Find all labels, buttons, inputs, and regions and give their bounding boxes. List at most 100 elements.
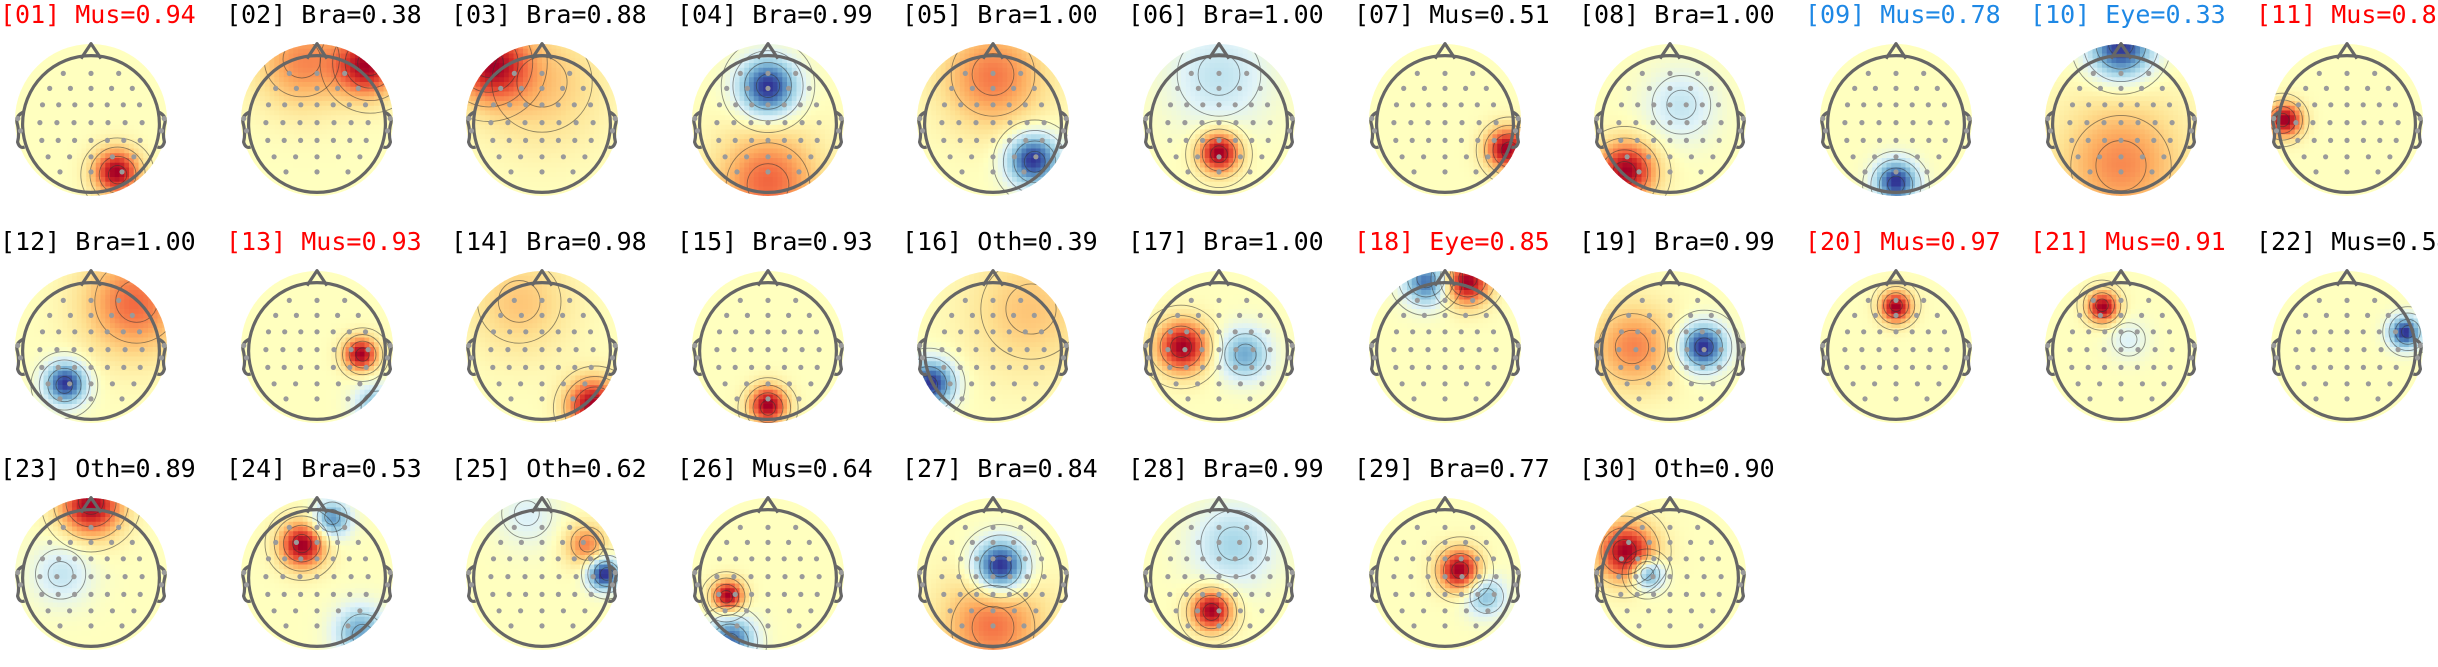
field-cell <box>730 124 736 131</box>
field-cell <box>321 124 328 131</box>
field-cell <box>1050 48 1056 55</box>
field-cell <box>715 48 722 55</box>
field-cell <box>508 148 515 154</box>
field-cell <box>143 48 149 55</box>
field-cell <box>1045 101 1051 107</box>
field-cell <box>470 181 477 188</box>
field-cell <box>825 167 831 173</box>
field-cell <box>810 148 817 154</box>
field-cell <box>162 96 167 102</box>
field-cell <box>264 162 271 169</box>
field-cell <box>556 134 562 140</box>
field-cell <box>62 191 68 196</box>
field-cell <box>580 115 586 121</box>
field-cell <box>532 172 538 178</box>
field-cell <box>378 110 385 116</box>
field-cell <box>1045 124 1051 131</box>
field-cell <box>369 58 375 64</box>
field-cell <box>777 177 783 183</box>
field-cell <box>105 91 111 97</box>
field-cell <box>570 110 576 116</box>
field-cell <box>62 148 68 154</box>
field-cell <box>255 53 261 59</box>
field-cell <box>340 53 347 59</box>
field-cell <box>969 63 975 69</box>
field-cell <box>603 181 610 188</box>
field-cell <box>978 67 985 74</box>
field-cell <box>100 48 106 55</box>
component-tile: [04] Bra=0.99 <box>677 0 902 210</box>
field-cell <box>340 172 347 178</box>
field-cell <box>321 101 328 107</box>
field-cell <box>53 96 59 102</box>
field-cell <box>255 191 261 196</box>
field-cell <box>34 67 40 74</box>
field-cell <box>105 82 111 88</box>
field-cell <box>839 186 844 192</box>
field-cell <box>241 67 247 74</box>
field-cell <box>466 186 472 192</box>
field-cell <box>302 67 309 74</box>
field-cell <box>388 53 393 59</box>
field-cell <box>772 120 779 126</box>
field-cell <box>245 167 252 173</box>
field-cell <box>820 120 826 126</box>
field-cell <box>508 86 515 93</box>
sensor-dot <box>539 169 545 175</box>
sensor-dot <box>88 102 94 108</box>
field-cell <box>110 158 116 164</box>
field-cell <box>95 148 102 154</box>
field-cell <box>926 115 932 121</box>
field-cell <box>374 120 380 126</box>
field-cell <box>350 58 356 64</box>
field-cell <box>100 139 106 145</box>
field-cell <box>331 110 337 116</box>
field-cell <box>105 86 111 93</box>
field-cell <box>1040 77 1046 83</box>
field-cell <box>556 44 562 50</box>
field-cell <box>1031 44 1037 50</box>
field-cell <box>1031 91 1037 97</box>
field-cell <box>739 124 745 131</box>
field-cell <box>993 124 999 131</box>
field-cell <box>274 186 280 192</box>
field-cell <box>561 101 567 107</box>
field-cell <box>950 124 956 131</box>
field-cell <box>1016 110 1023 116</box>
field-cell <box>340 139 347 145</box>
field-cell <box>763 148 769 154</box>
field-cell <box>983 115 989 121</box>
field-cell <box>48 53 54 59</box>
field-cell <box>326 101 332 107</box>
field-cell <box>494 181 500 188</box>
field-cell <box>580 44 586 50</box>
field-cell <box>326 124 332 131</box>
field-cell <box>369 63 375 69</box>
field-cell <box>599 148 605 154</box>
field-cell <box>119 96 125 102</box>
field-cell <box>1002 110 1008 116</box>
field-cell <box>777 101 783 107</box>
field-cell <box>110 162 116 169</box>
sensor-dot <box>116 70 122 76</box>
field-cell <box>72 153 78 159</box>
field-cell <box>312 67 318 74</box>
field-cell <box>383 44 389 50</box>
field-cell <box>293 58 299 64</box>
field-cell <box>29 96 35 102</box>
field-cell <box>556 148 562 154</box>
field-cell <box>355 186 361 192</box>
field-cell <box>114 63 121 69</box>
field-cell <box>782 72 788 78</box>
field-cell <box>950 110 956 116</box>
field-cell <box>43 48 49 55</box>
field-cell <box>551 181 557 188</box>
field-cell <box>364 63 370 69</box>
field-cell <box>148 158 154 164</box>
field-cell <box>1031 139 1037 145</box>
field-cell <box>302 124 309 131</box>
field-cell <box>57 115 64 121</box>
field-cell <box>513 158 519 164</box>
field-cell <box>162 101 167 107</box>
field-cell <box>787 167 793 173</box>
